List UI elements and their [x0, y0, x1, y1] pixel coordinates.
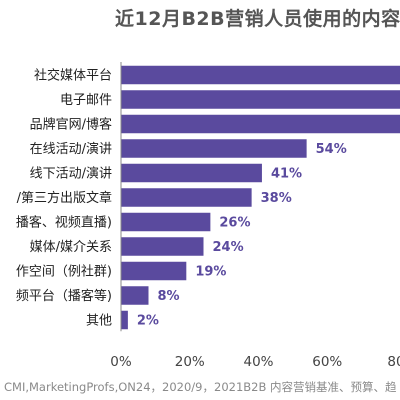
category-label-11: 其他 — [86, 314, 112, 329]
category-label-10: 频平台（播客等) — [16, 288, 112, 304]
category-label-7: 播客、视频直播) — [16, 215, 112, 231]
data-label-11: 2% — [137, 314, 159, 329]
bar-11 — [121, 310, 128, 330]
category-label-8: 媒体/媒介关系 — [30, 240, 112, 255]
data-label-8: 24% — [213, 240, 244, 255]
bar-4 — [121, 139, 307, 158]
bar-3 — [121, 114, 400, 134]
category-label-5: 线下活动/演讲 — [30, 166, 112, 182]
bar-7 — [121, 212, 211, 232]
category-label-4: 在线活动/演讲 — [30, 141, 112, 157]
data-label-7: 26% — [219, 216, 250, 231]
x-tick-4: 60% — [312, 354, 342, 370]
bar-9 — [121, 261, 187, 281]
x-tick-5: 80 — [387, 354, 400, 370]
x-tick-3: 40% — [243, 354, 273, 370]
data-label-6: 38% — [261, 191, 292, 206]
category-label-6: /第三方出版文章 — [17, 190, 112, 206]
x-tick-2: 20% — [175, 354, 205, 370]
bar-6 — [121, 188, 252, 207]
bar-10 — [121, 286, 149, 305]
data-label-5: 41% — [271, 167, 302, 182]
data-label-9: 19% — [195, 265, 226, 280]
bar-1 — [121, 65, 400, 85]
bar-2 — [121, 90, 400, 109]
bar-8 — [121, 237, 204, 256]
chart-title: 近12月B2B营销人员使用的内容 — [115, 8, 400, 30]
bar-5 — [121, 163, 262, 183]
category-label-3: 品牌官网/博客 — [30, 117, 112, 133]
data-label-10: 8% — [158, 289, 180, 304]
data-label-4: 54% — [316, 142, 347, 157]
x-tick-1: 0% — [110, 354, 132, 370]
category-label-2: 电子邮件 — [60, 93, 112, 108]
category-label-9: 作空间（例社群) — [16, 264, 112, 280]
source-note: CMI,MarketingProfs,ON24，2020/9，2021B2B 内… — [4, 380, 397, 394]
category-label-1: 社交媒体平台 — [34, 68, 112, 84]
